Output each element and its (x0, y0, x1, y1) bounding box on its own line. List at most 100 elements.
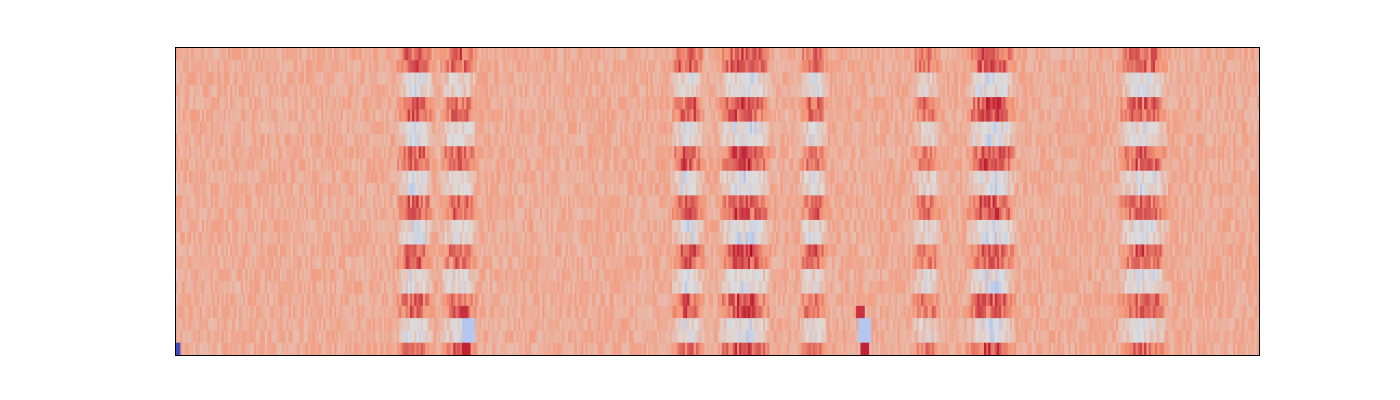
heatmap-cell (1129, 146, 1132, 160)
heatmap-cell (676, 133, 680, 147)
heatmap-cell (964, 158, 968, 172)
heatmap-cell (524, 109, 528, 123)
heatmap-cell (1230, 121, 1234, 135)
heatmap-cell (1111, 48, 1115, 61)
heatmap-cell (724, 72, 727, 86)
heatmap-cell (1001, 48, 1005, 61)
heatmap-cell (455, 60, 459, 74)
heatmap-cell (918, 109, 922, 123)
heatmap-cell (1189, 158, 1193, 172)
heatmap-cell (1139, 84, 1143, 98)
heatmap-cell (1014, 72, 1018, 86)
heatmap-cell (1061, 158, 1065, 172)
heatmap-cell (973, 84, 976, 98)
heatmap-cell (602, 158, 606, 172)
heatmap-cell (533, 48, 537, 61)
heatmap-cell (362, 84, 366, 98)
heatmap-cell (951, 84, 955, 98)
heatmap-cell (847, 109, 851, 123)
heatmap-cell (1020, 72, 1024, 86)
heatmap-cell (1176, 48, 1180, 61)
heatmap-cell (897, 146, 901, 160)
heatmap-cell (253, 109, 257, 123)
heatmap-cell (373, 158, 376, 172)
heatmap-cell (301, 48, 305, 61)
heatmap-cell (1081, 158, 1085, 172)
heatmap-cell (600, 158, 604, 172)
heatmap-cell (1168, 97, 1171, 110)
heatmap-cell (176, 60, 179, 74)
heatmap-cell (227, 48, 231, 61)
heatmap-cell (754, 158, 758, 172)
heatmap-cell (905, 84, 909, 98)
heatmap-cell (271, 84, 275, 98)
heatmap-cell (918, 72, 922, 86)
heatmap-cell (531, 72, 534, 86)
heatmap-cell (968, 146, 972, 160)
heatmap-cell (1235, 146, 1238, 160)
heatmap-cell (713, 146, 716, 160)
heatmap-cell (260, 97, 264, 110)
heatmap-cell (533, 60, 537, 74)
heatmap-cell (949, 60, 953, 74)
heatmap-cell (383, 72, 387, 86)
heatmap-cell (273, 84, 277, 98)
heatmap-cell (743, 121, 747, 135)
heatmap-cell (353, 84, 357, 98)
heatmap-cell (1222, 133, 1225, 147)
heatmap-cell (182, 48, 186, 61)
heatmap-cell (775, 97, 779, 110)
heatmap-cell (427, 158, 431, 172)
heatmap-cell (191, 146, 194, 160)
heatmap-cell (1094, 48, 1098, 61)
heatmap-cell (895, 48, 898, 61)
heatmap-cell (191, 60, 194, 74)
heatmap-cell (921, 121, 924, 135)
heatmap-cell (1046, 158, 1050, 172)
heatmap-cell (910, 133, 914, 147)
heatmap-cell (442, 133, 446, 147)
heatmap-cell (804, 72, 807, 86)
heatmap-cell (973, 133, 976, 147)
heatmap-cell (503, 48, 506, 61)
heatmap-cell (1239, 121, 1243, 135)
heatmap-cell (847, 48, 851, 61)
heatmap-cell (617, 121, 621, 135)
heatmap-cell (918, 97, 922, 110)
heatmap-cell (669, 146, 673, 160)
heatmap-cell (656, 121, 660, 135)
heatmap-cell (804, 121, 807, 135)
heatmap-cell (1096, 133, 1100, 147)
heatmap-cell (529, 109, 532, 123)
heatmap-cell (1168, 109, 1171, 123)
heatmap-cell (329, 121, 333, 135)
heatmap-cell (687, 133, 690, 147)
heatmap-cell (689, 72, 693, 86)
heatmap-cell (271, 48, 275, 61)
heatmap-cell (1014, 121, 1018, 135)
heatmap-cell (849, 133, 853, 147)
heatmap-cell (635, 60, 638, 74)
heatmap-cell (481, 48, 485, 61)
heatmap-cell (316, 97, 320, 110)
heatmap-cell (1029, 133, 1033, 147)
heatmap-cell (563, 146, 567, 160)
heatmap-cell (513, 158, 517, 172)
heatmap-cell (810, 121, 814, 135)
heatmap-cell (884, 158, 888, 172)
heatmap-cell (711, 121, 714, 135)
heatmap-cell (960, 60, 963, 74)
heatmap-cell (654, 72, 658, 86)
heatmap-cell (1165, 84, 1169, 98)
heatmap-cell (349, 133, 353, 147)
heatmap-cell (814, 133, 818, 147)
heatmap-cell (1109, 72, 1113, 86)
heatmap-cell (643, 146, 647, 160)
heatmap-cell (1233, 84, 1236, 98)
heatmap-cell (1220, 121, 1223, 135)
heatmap-cell (747, 158, 751, 172)
heatmap-cell (680, 146, 684, 160)
heatmap-cell (1040, 60, 1043, 74)
heatmap-cell (901, 109, 905, 123)
heatmap-cell (479, 133, 483, 147)
